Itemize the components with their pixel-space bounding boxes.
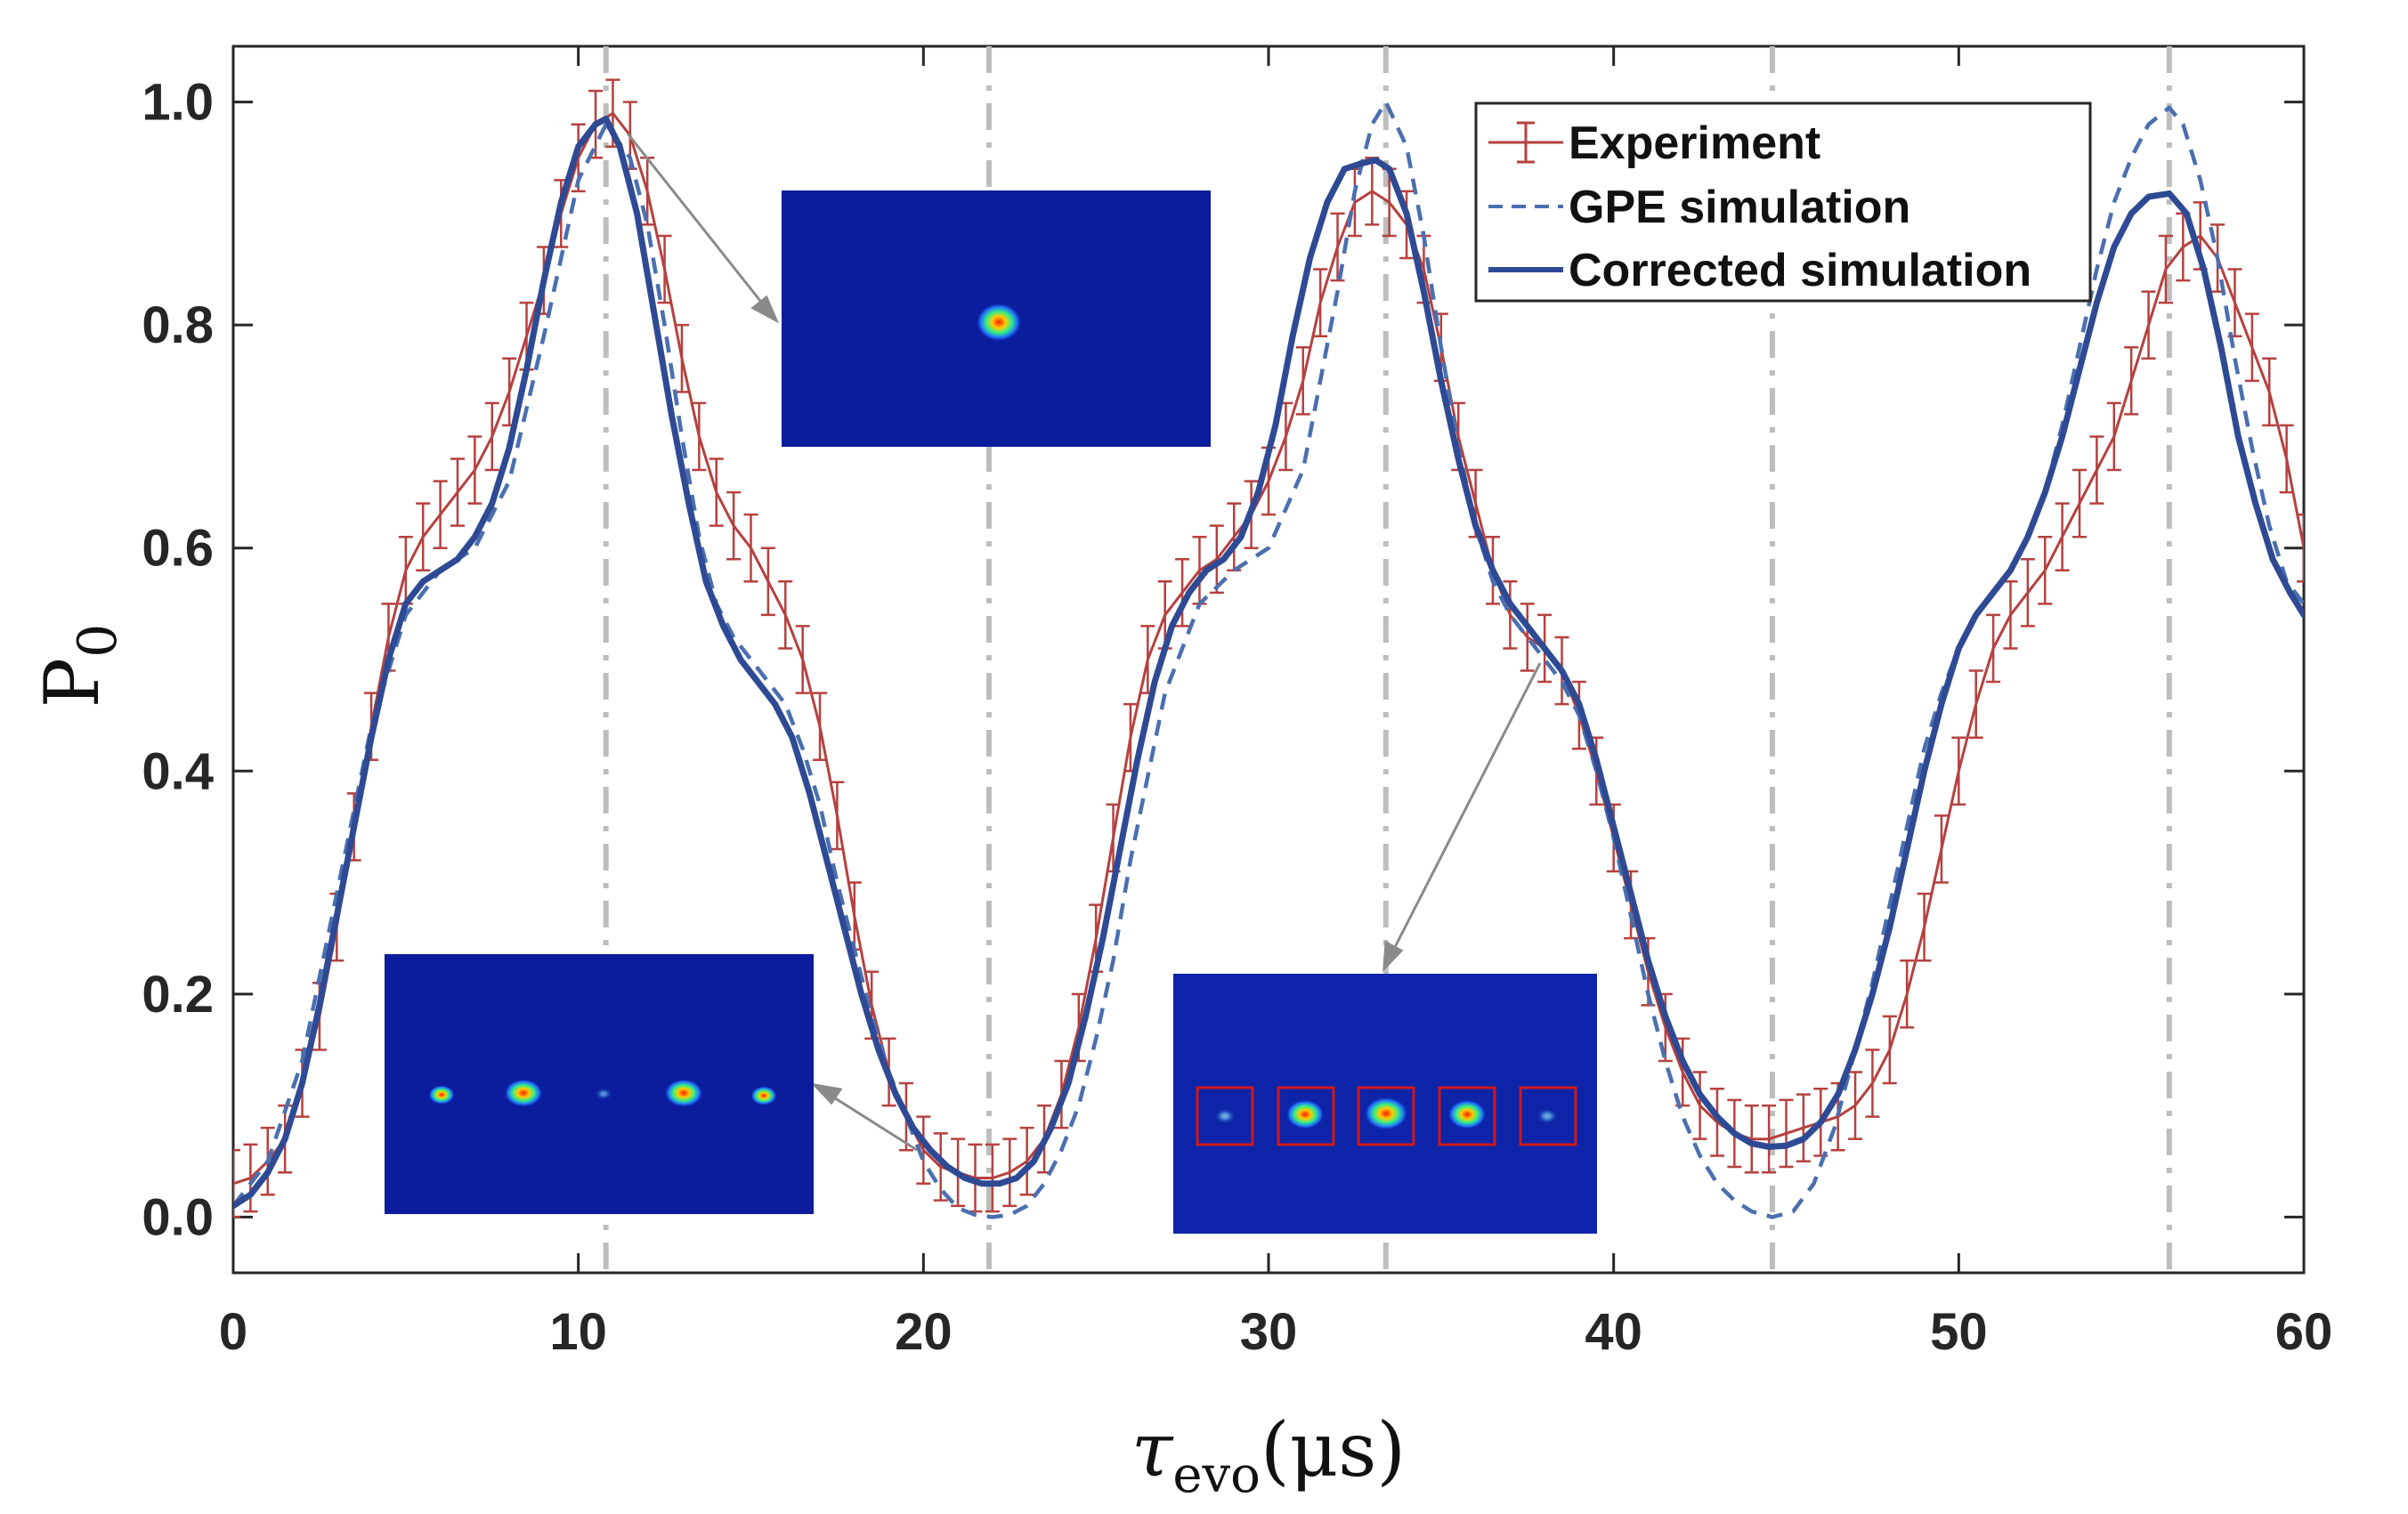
atom-cloud-spot [1214, 1108, 1236, 1124]
arrow-head [1382, 940, 1404, 973]
roi-box [1277, 1086, 1335, 1146]
arrow-head [810, 1082, 843, 1105]
x-tick-label: 40 [1585, 1303, 1642, 1361]
x-tick-label: 50 [1930, 1303, 1988, 1361]
experiment-line [233, 111, 2304, 1186]
atom-cloud-spot [664, 1079, 703, 1107]
series-layer [233, 78, 2304, 1219]
x-axis-title-sub: evo [1172, 1446, 1261, 1504]
y-tick-label: 0.0 [142, 1188, 214, 1246]
y-axis-title-sub: 0 [67, 624, 129, 658]
legend-box [1474, 101, 2092, 303]
reference-lines [603, 46, 2172, 1273]
y-axis-title: P0 [28, 624, 129, 708]
x-tick-labels: 0 10 20 30 40 50 60 [219, 1303, 2332, 1361]
inset-image-single-peak [782, 190, 1211, 447]
arrow-head [750, 295, 780, 324]
x-axis-title: τevo(μs) [1131, 1406, 1406, 1504]
inset-image-five-peaks [385, 954, 814, 1214]
atom-cloud-spot [750, 1086, 777, 1105]
roi-box [1519, 1086, 1577, 1146]
roi-box [1196, 1086, 1254, 1146]
y-tick-label: 1.0 [142, 74, 214, 132]
atom-cloud-spot [976, 303, 1022, 342]
series-corrected-simulation [233, 115, 2304, 1210]
x-tick-label: 60 [2275, 1303, 2333, 1361]
axis-ticks [231, 46, 2306, 1273]
atom-cloud-spot [1447, 1099, 1487, 1129]
y-tick-label: 0.4 [142, 742, 214, 800]
x-tick-label: 0 [219, 1303, 247, 1361]
x-axis-title-main: τ [1131, 1406, 1174, 1494]
x-axis-title-unit: (μs) [1261, 1406, 1406, 1494]
x-tick-label: 10 [549, 1303, 607, 1361]
y-tick-label: 0.6 [142, 520, 214, 578]
atom-cloud-spot [1364, 1097, 1408, 1130]
atom-cloud-spot [1536, 1108, 1558, 1124]
arrow-right-inset [1391, 662, 1542, 951]
x-tick-label: 30 [1240, 1303, 1298, 1361]
atom-cloud-spot [1285, 1099, 1325, 1129]
arrow-top-inset [626, 133, 766, 306]
y-tick-labels: 0.0 0.2 0.4 0.6 0.8 1.0 [142, 74, 214, 1247]
legend-label-experiment: Experiment [1569, 117, 1820, 169]
y-axis-title-main: P [28, 658, 116, 708]
roi-box [1357, 1086, 1415, 1146]
x-tick-label: 20 [895, 1303, 953, 1361]
inset-arrows [626, 133, 1542, 1152]
arrow-left-inset [829, 1093, 918, 1152]
atom-cloud-spot [504, 1079, 543, 1107]
roi-box [1438, 1086, 1496, 1146]
legend-label-corrected: Corrected simulation [1569, 245, 2031, 296]
legend: Experiment GPE simulation Corrected simu… [1474, 101, 2092, 303]
y-tick-label: 0.8 [142, 296, 214, 354]
inset-background [385, 954, 814, 1214]
y-tick-label: 0.2 [142, 966, 214, 1024]
atom-cloud-spot [428, 1085, 455, 1105]
inset-image-boxed-peaks [1173, 974, 1597, 1234]
legend-label-gpe: GPE simulation [1569, 182, 1910, 233]
atom-cloud-spot [595, 1088, 612, 1100]
